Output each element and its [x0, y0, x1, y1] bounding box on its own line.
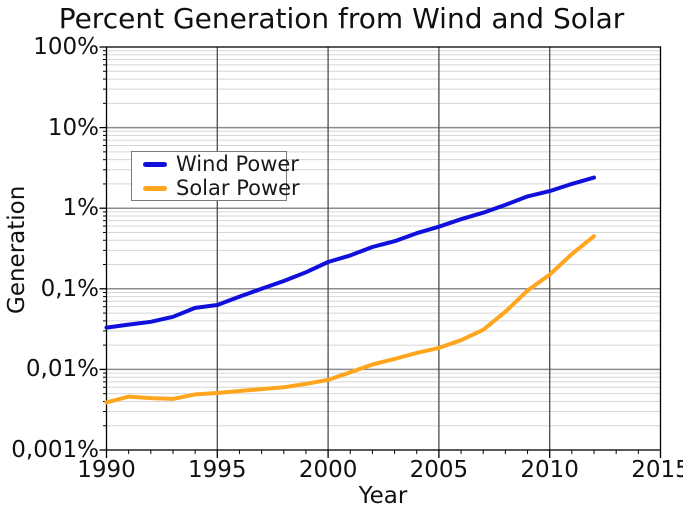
y-tick-label: 0,1% [40, 275, 99, 302]
solar-power-line [104, 234, 596, 405]
x-tick-label: 2015 [631, 457, 683, 483]
legend-label-wind: Wind Power [176, 151, 299, 176]
y-axis-title: Generation [4, 185, 30, 315]
y-tick-label: 100% [33, 34, 99, 60]
y-tick-label: 0,01% [25, 356, 99, 383]
wind-line-swatch [143, 161, 167, 167]
y-tick-label: 1% [62, 195, 100, 222]
x-tick-label: 1995 [188, 457, 247, 483]
x-tick-label: 2000 [298, 457, 358, 483]
legend-label-solar: Solar Power [176, 175, 300, 200]
y-tick-label: 10% [47, 114, 99, 141]
legend: Wind Power Solar Power [131, 151, 300, 201]
x-axis-title: Year [358, 483, 408, 509]
solar-line-swatch [143, 185, 167, 191]
x-tick-label: 2010 [520, 457, 579, 483]
chart-title: Percent Generation from Wind and Solar [58, 2, 625, 35]
x-tick-label: 1990 [77, 457, 136, 483]
x-tick-label: 2005 [409, 457, 469, 483]
legend-item-wind: Wind Power [132, 152, 299, 176]
wind-power-line [104, 175, 596, 330]
y-tick-label: 0,001% [11, 437, 99, 463]
plot-border [105, 46, 662, 451]
legend-item-solar: Solar Power [132, 176, 300, 200]
